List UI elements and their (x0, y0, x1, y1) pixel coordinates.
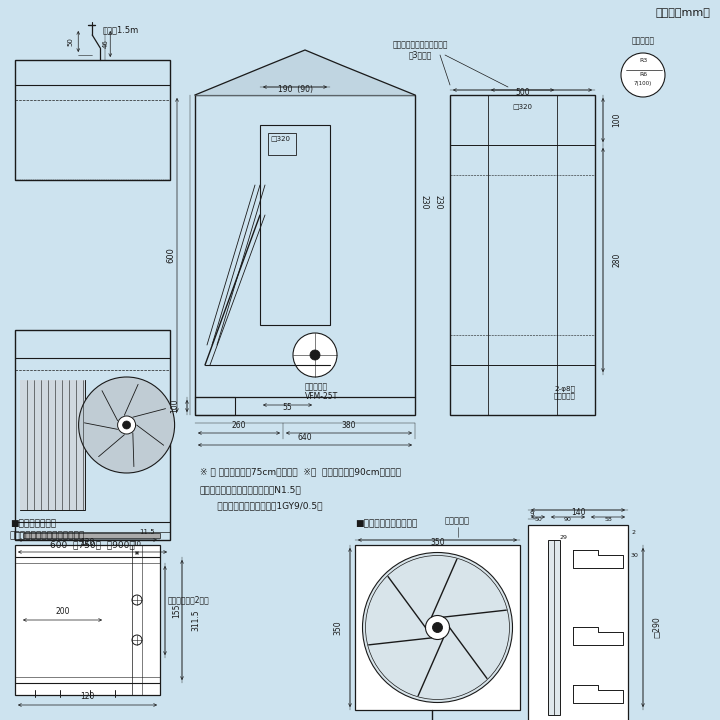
Circle shape (310, 350, 320, 360)
Text: 230: 230 (420, 195, 429, 210)
Text: 30: 30 (631, 553, 639, 558)
Text: 155: 155 (173, 603, 181, 618)
Text: 機外長1.5m: 機外長1.5m (102, 25, 138, 35)
Text: ※ ［ ］内の寸法は75cm巾タイプ  ※（  ）内の寸法は90cm巾タイプ: ※ ［ ］内の寸法は75cm巾タイプ ※（ ）内の寸法は90cm巾タイプ (200, 467, 401, 476)
Text: 90: 90 (564, 517, 572, 522)
Circle shape (433, 623, 443, 632)
Text: 2-φ8穴
本体固定用: 2-φ8穴 本体固定用 (554, 385, 576, 399)
Text: □290: □290 (652, 616, 662, 639)
Text: 50: 50 (67, 37, 73, 46)
Text: 換気扇取付用ハーフカット
（3カ所）: 換気扇取付用ハーフカット （3カ所） (392, 40, 448, 59)
Text: ■同梱換気扇（不燃形）: ■同梱換気扇（不燃形） (355, 519, 418, 528)
Text: 200: 200 (55, 607, 70, 616)
Text: 280: 280 (613, 253, 621, 267)
Text: （化粧枠を外した状態を示す）: （化粧枠を外した状態を示す） (10, 531, 85, 540)
Text: 10: 10 (132, 541, 142, 547)
Text: 100: 100 (171, 399, 179, 413)
Text: 色調：ブラック塗装（マンセルN1.5）: 色調：ブラック塗装（マンセルN1.5） (200, 485, 302, 494)
Bar (355, 545, 520, 710)
Circle shape (293, 333, 337, 377)
Circle shape (78, 377, 175, 473)
Text: 380: 380 (342, 421, 356, 430)
Text: 同梱換気扇
VFM-25T: 同梱換気扇 VFM-25T (305, 382, 338, 401)
Bar (528, 525, 628, 720)
Bar (195, 95, 415, 415)
Bar (20, 380, 85, 510)
Text: R6: R6 (639, 73, 647, 78)
Text: 50: 50 (534, 517, 542, 522)
Text: 140: 140 (571, 508, 585, 517)
Text: 500: 500 (516, 88, 530, 97)
Circle shape (122, 421, 130, 429)
Circle shape (132, 595, 142, 605)
Text: ホワイト塗装（マンセル1GY9/0.5）: ホワイト塗装（マンセル1GY9/0.5） (200, 501, 323, 510)
Text: 350: 350 (430, 538, 445, 547)
Text: □320: □320 (513, 103, 533, 109)
Polygon shape (195, 50, 415, 95)
Text: ■取付寸法詳細図: ■取付寸法詳細図 (10, 519, 56, 528)
Bar (15, 545, 160, 695)
Text: 640: 640 (297, 433, 312, 442)
Text: 29: 29 (559, 535, 567, 540)
Text: 600: 600 (166, 247, 176, 263)
Text: 311.5: 311.5 (192, 609, 200, 631)
Circle shape (426, 616, 449, 639)
Text: 120: 120 (81, 692, 95, 701)
Text: 100: 100 (613, 113, 621, 127)
Bar (260, 125, 330, 325)
Text: □320: □320 (270, 135, 290, 141)
Bar (20, 380, 85, 510)
Bar (450, 95, 595, 415)
Bar (23, 533, 160, 538)
Text: R3: R3 (639, 58, 647, 63)
Text: 190  (90): 190 (90) (277, 85, 312, 94)
Bar (15, 60, 170, 180)
Circle shape (132, 635, 142, 645)
Circle shape (621, 53, 665, 97)
Text: 230: 230 (433, 195, 442, 210)
Text: （単位：mm）: （単位：mm） (655, 8, 710, 18)
Bar (548, 540, 560, 715)
Text: 350: 350 (333, 620, 343, 635)
Text: 7(100): 7(100) (634, 81, 652, 86)
Circle shape (117, 416, 135, 434)
Bar (15, 330, 170, 540)
Text: 取付ボルト: 取付ボルト (445, 516, 470, 525)
Text: 9: 9 (530, 511, 534, 517)
Text: 600  ［750］  （900）: 600 ［750］ （900） (50, 540, 135, 549)
Text: 58: 58 (604, 517, 612, 522)
Text: 本体引掛用: 本体引掛用 (631, 36, 654, 45)
Circle shape (362, 552, 513, 703)
Text: 260: 260 (232, 421, 246, 430)
Text: 取付ボルト（2本）: 取付ボルト（2本） (168, 595, 210, 605)
Text: 11.5: 11.5 (140, 529, 155, 535)
Text: 46: 46 (102, 40, 108, 48)
Bar (268, 133, 296, 155)
Text: 55: 55 (283, 403, 292, 412)
Text: 2: 2 (631, 530, 635, 535)
Text: 120: 120 (81, 538, 95, 547)
Bar (195, 397, 235, 415)
